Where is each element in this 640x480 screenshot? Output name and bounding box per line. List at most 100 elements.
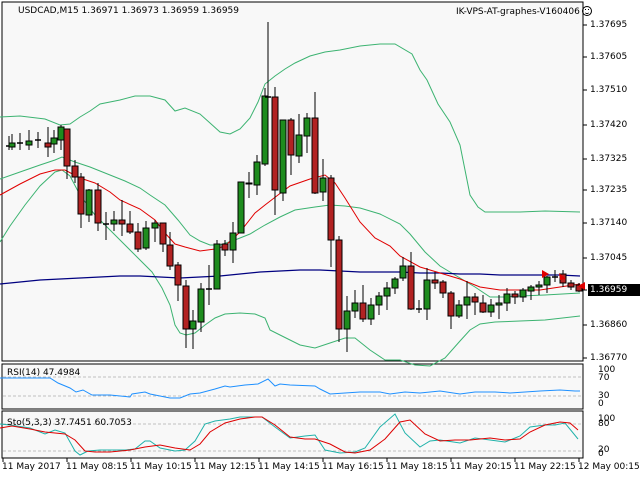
time-tick-label: 11 May 18:15 [386,462,448,472]
bollinger-middle-band [0,156,581,298]
candle [126,211,134,234]
candle [50,130,58,153]
candle [399,257,407,281]
candle [479,295,487,313]
rsi-panel[interactable] [1,363,584,410]
candle [423,268,431,320]
candle [359,285,367,322]
expert-advisor-label: IK-VPS-AT-graphes-V160406 [456,6,592,17]
candle [166,232,174,270]
time-tick-label: 11 May 10:15 [130,462,192,472]
candle [237,181,245,234]
candle [245,172,253,198]
candle [261,88,269,166]
time-tick-label: 11 May 14:15 [258,462,320,472]
time-tick-label: 11 May 22:15 [514,462,576,472]
candle [391,277,399,294]
candle [495,295,503,319]
time-tick-label: 12 May 00:15 [578,462,640,472]
signal-arrow-icon [578,282,585,290]
price-tick-label: 1.37420 [590,120,628,130]
candle [439,280,447,298]
candle [383,282,391,310]
rsi-level-0: 0 [598,399,604,409]
candle [503,288,511,311]
time-tick-label: 11 May 08:15 [66,462,128,472]
candle [295,114,303,163]
rsi-line [0,377,580,399]
candle [159,222,167,252]
candle [416,300,422,313]
main-price-panel[interactable] [1,1,584,362]
candle [471,293,479,315]
price-tick-label: 1.37325 [590,154,628,164]
rsi-level-100: 100 [598,365,616,375]
candle [319,159,327,201]
symbol-info: USDCAD,M15 1.36971 1.36973 1.36959 1.369… [18,6,239,16]
candle [343,296,351,352]
candle [519,288,527,302]
stoch-level-80: 80 [598,419,610,429]
candle [303,113,311,153]
candle [543,276,551,293]
candle [85,189,93,222]
rsi-level-30: 30 [598,391,610,401]
stochastic-label: Sto(5,3,3) 37.7451 60.7053 [7,418,132,428]
candle [206,265,212,305]
candle [455,300,463,318]
candle [134,223,142,252]
signal-arrows [542,270,585,290]
candle [535,281,543,295]
stoch-level-0: 0 [598,449,604,459]
candle [25,130,33,150]
time-tick-label: 11 May 12:15 [194,462,256,472]
price-tick-label: 1.36770 [590,353,628,363]
candle [552,270,558,282]
candle [431,272,439,289]
candle [351,290,359,318]
candle [527,285,535,300]
red-moving-average [0,169,581,291]
indicator-level-lines [3,376,582,452]
candlesticks [6,22,583,352]
candle [110,211,118,231]
candle [151,220,159,242]
current-price-label: 1.36959 [588,284,640,296]
candle [463,281,471,319]
candle [271,87,279,215]
price-tick-label: 1.37140 [590,218,628,228]
candle [265,22,271,164]
price-tick-label: 1.37235 [590,185,628,195]
candle [77,173,85,228]
price-tick-label: 1.36860 [590,320,628,330]
candle [447,291,455,329]
rsi-line [0,377,580,399]
candle [182,280,190,348]
smiley-icon[interactable] [581,6,592,16]
time-tick-label: 11 May 2017 [2,462,61,472]
rsi-level-70: 70 [598,373,610,383]
moving-averages [0,169,581,291]
candle [335,236,343,342]
candle [327,175,335,267]
navy-moving-average [0,269,581,285]
candle [407,252,415,310]
price-tick-label: 1.37605 [590,52,628,62]
candle [118,200,126,236]
time-tick-label: 11 May 16:15 [322,462,384,472]
expert-advisor-name: IK-VPS-AT-graphes-V160406 [456,7,580,17]
candle [174,262,182,301]
candle [287,118,295,175]
candle [213,240,221,290]
stochastic-signal-line [0,416,579,454]
candle [17,133,23,150]
candle [103,212,109,240]
candle [487,299,495,317]
axis-tick-marks [2,24,587,462]
stoch-level-20: 20 [598,445,610,455]
candle [8,134,16,150]
candle [197,283,205,332]
candle [44,127,52,157]
